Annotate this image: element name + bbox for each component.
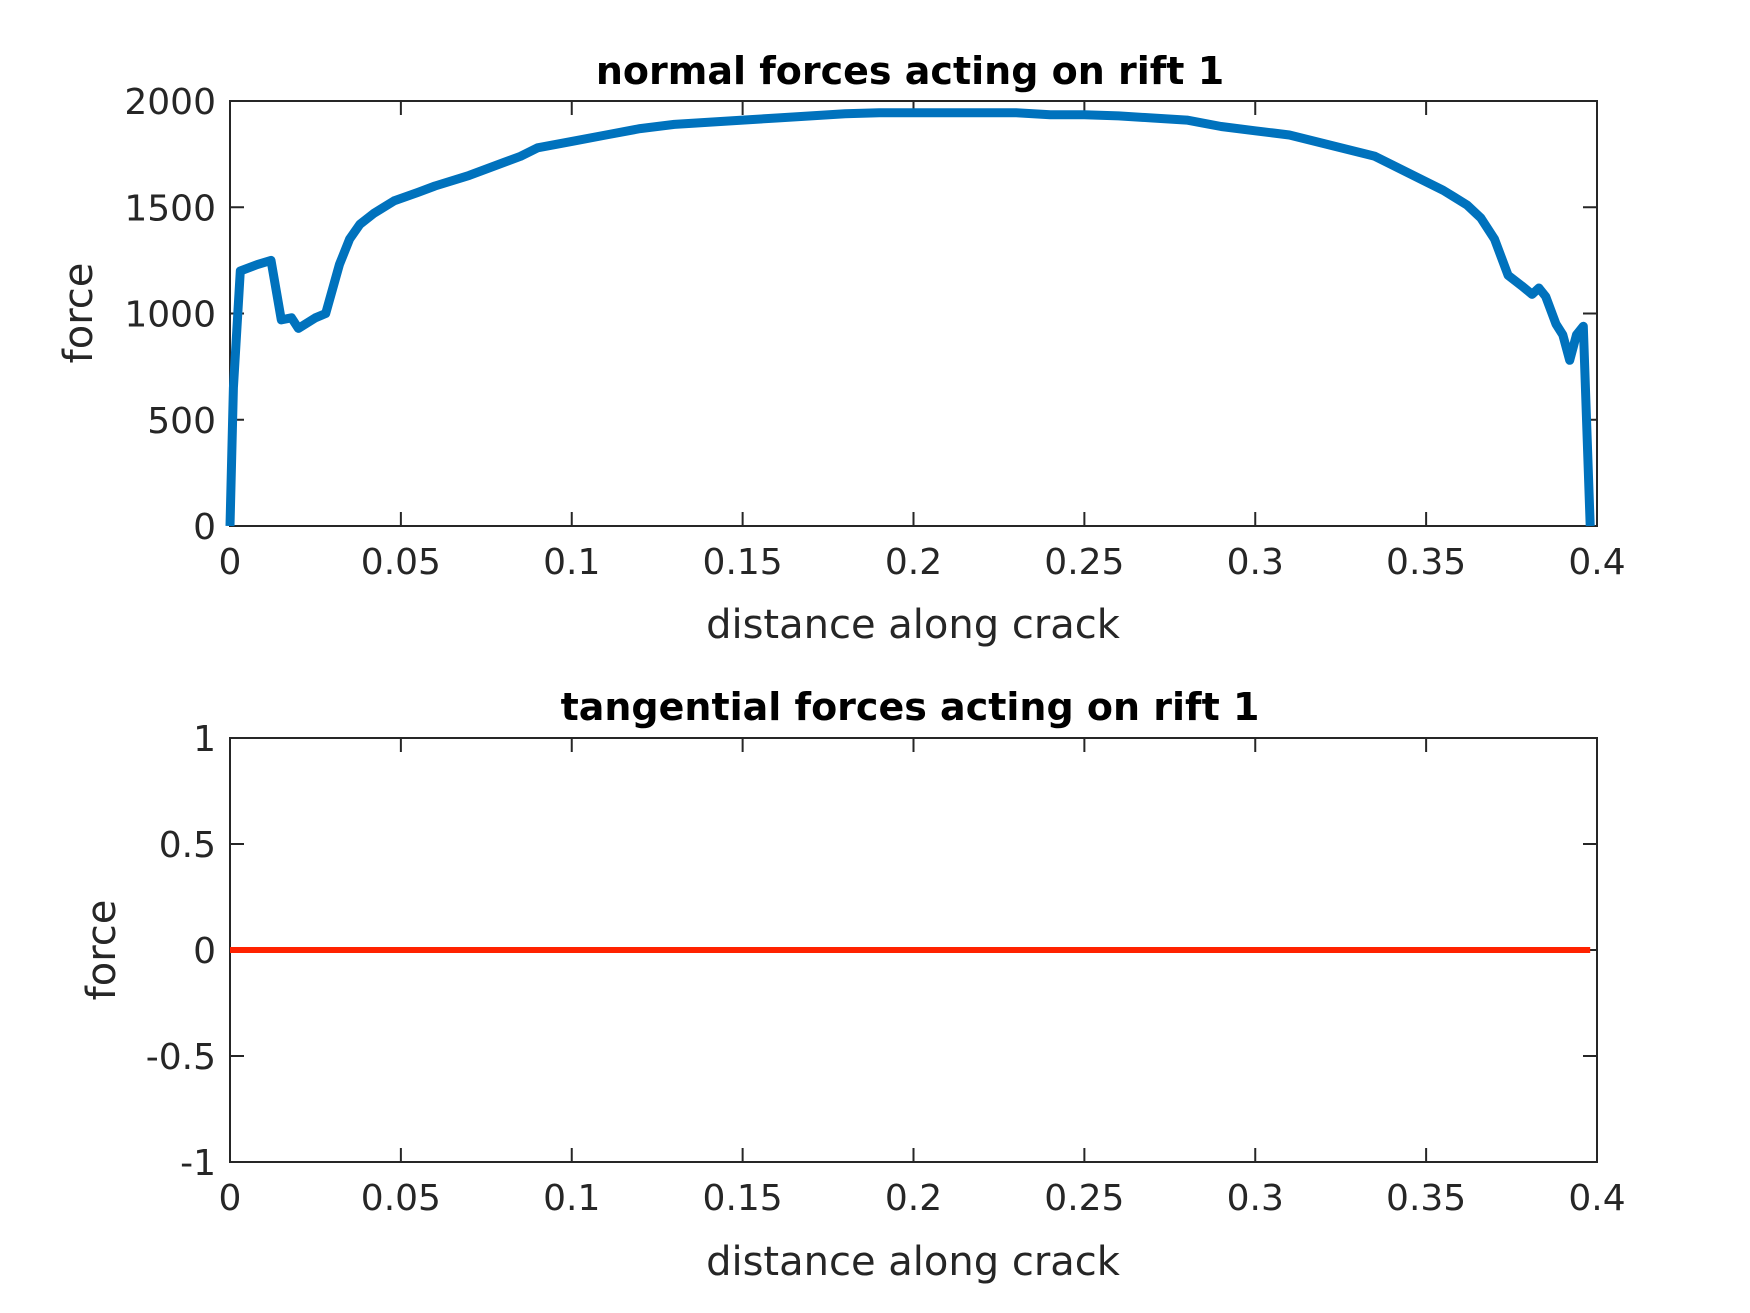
x-tick-label: 0.25 [1044,542,1124,583]
series-line [225,108,1595,527]
y-axis-label: force [56,263,102,364]
y-tick-label: 0.5 [159,825,216,866]
y-tick-label: 1500 [124,188,216,229]
x-tick-label: 0.35 [1386,542,1466,583]
x-tick-label: 0.4 [1568,1178,1625,1219]
x-tick-label: 0.05 [361,542,441,583]
x-tick-label: 0.35 [1386,1178,1466,1219]
chart-title: normal forces acting on rift 1 [596,49,1224,93]
x-tick-label: 0.05 [361,1178,441,1219]
y-tick-label: 2000 [124,82,216,123]
x-axis-label: distance along crack [706,1239,1121,1285]
y-axis: 0 500 1000 1500 2000 [124,82,1597,548]
chart-title: tangential forces acting on rift 1 [561,685,1260,729]
x-tick-label: 0.15 [703,542,783,583]
x-axis: 0 0.05 0.1 0.15 0.2 0.25 0.3 0.35 0.4 [219,101,1626,583]
normal-forces-chart: normal forces acting on rift 1 0 0.05 0.1 0… [56,49,1626,648]
y-tick-label: 0 [193,931,216,972]
x-tick-label: 0.3 [1227,542,1284,583]
x-tick-label: 0.4 [1568,542,1625,583]
x-tick-label: 0.25 [1044,1178,1124,1219]
data-series [225,108,1595,527]
x-tick-label: 0.3 [1227,1178,1284,1219]
x-tick-label: 0 [219,542,242,583]
tangential-forces-chart: tangential forces acting on rift 1 0 0.05… [79,685,1626,1285]
x-tick-label: 0.2 [885,1178,942,1219]
y-axis: -1 -0.5 0 0.5 1 [146,719,1597,1184]
x-tick-label: 0.1 [543,542,600,583]
x-tick-label: 0.1 [543,1178,600,1219]
x-axis: 0 0.05 0.1 0.15 0.2 0.25 0.3 0.35 0.4 [219,738,1626,1219]
y-tick-label: -1 [180,1143,216,1184]
y-tick-label: 500 [147,401,216,442]
x-tick-label: 0.2 [885,542,942,583]
y-tick-label: 1 [193,719,216,760]
x-tick-label: 0 [219,1178,242,1219]
y-axis-label: force [79,900,125,1001]
y-tick-label: 0 [193,507,216,548]
x-axis-label: distance along crack [706,602,1121,648]
y-tick-label: 1000 [124,295,216,336]
y-tick-label: -0.5 [146,1037,216,1078]
x-tick-label: 0.15 [703,1178,783,1219]
